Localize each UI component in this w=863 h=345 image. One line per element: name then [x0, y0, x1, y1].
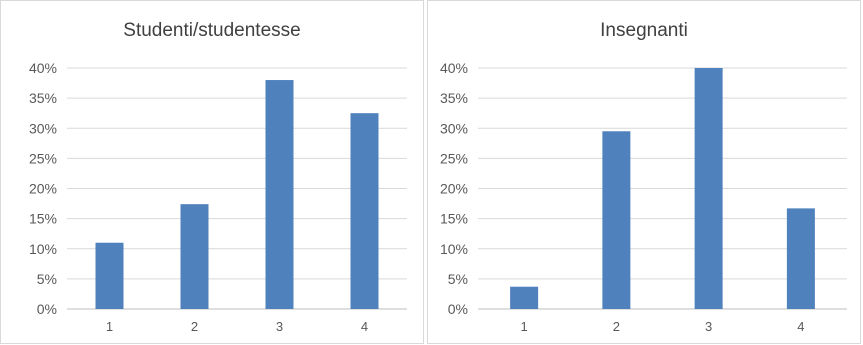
x-tick-label: 3 — [705, 319, 712, 334]
y-tick-label: 15% — [440, 211, 468, 227]
bar — [95, 242, 124, 309]
bar — [510, 286, 539, 309]
bar-chart-students: 0% 5% 10% 15% 20% 25% 30% 35% 40% 1 2 3 4 — [29, 60, 407, 334]
y-tick-label: 10% — [440, 241, 468, 257]
x-tick-label: 1 — [106, 319, 113, 334]
y-tick-label: 20% — [440, 181, 468, 197]
bar — [180, 204, 209, 309]
y-tick-label: 35% — [29, 90, 57, 106]
chart-panel-students: Studenti/studentesse 0% 5% 10% 15% 20% 25% 30%… — [0, 0, 424, 344]
y-tick-label: 15% — [29, 211, 57, 227]
y-tick-label: 30% — [29, 120, 57, 136]
x-tick-label: 1 — [521, 319, 528, 334]
x-tick-label: 2 — [191, 319, 198, 334]
x-tick-label: 3 — [276, 319, 283, 334]
bar — [350, 113, 379, 309]
y-tick-label: 35% — [440, 90, 468, 106]
x-tick-label: 2 — [613, 319, 620, 334]
y-tick-label: 20% — [29, 181, 57, 197]
bar — [694, 68, 723, 309]
bar-chart-teachers: 0% 5% 10% 15% 20% 25% 30% 35% 40% 1 2 3 4 — [440, 60, 847, 334]
y-tick-label: 5% — [448, 271, 468, 287]
chart-title: Studenti/studentesse — [123, 20, 301, 41]
x-tick-label: 4 — [361, 319, 368, 334]
bar — [602, 131, 631, 309]
y-tick-label: 40% — [29, 60, 57, 76]
y-tick-label: 0% — [448, 301, 468, 317]
y-tick-label: 25% — [29, 150, 57, 166]
y-tick-label: 0% — [37, 301, 57, 317]
y-tick-label: 5% — [37, 271, 57, 287]
y-tick-label: 10% — [29, 241, 57, 257]
y-tick-label: 40% — [440, 60, 468, 76]
chart-title: Insegnanti — [600, 20, 688, 41]
x-tick-label: 4 — [797, 319, 804, 334]
y-tick-label: 25% — [440, 150, 468, 166]
chart-panel-teachers: Insegnanti 0% 5% 10% 15% 20% 25% 30% 35% 40% 1 2 3 4 — [427, 0, 861, 344]
bar — [786, 208, 815, 309]
bar — [265, 80, 294, 309]
y-tick-label: 30% — [440, 120, 468, 136]
